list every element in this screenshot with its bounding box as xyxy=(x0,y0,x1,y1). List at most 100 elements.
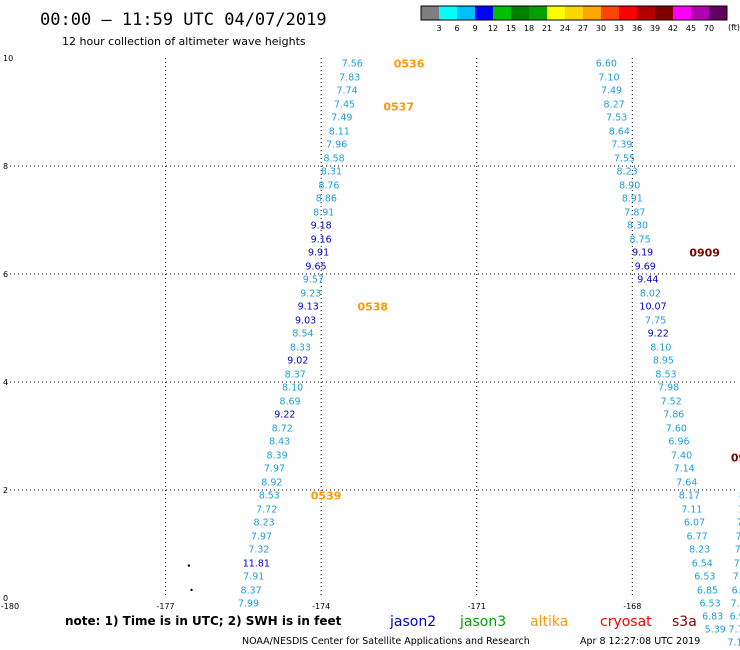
colorbar-label: 45 xyxy=(686,24,696,33)
colorbar-swatch xyxy=(583,6,601,20)
pass-time-label: 0909 xyxy=(689,246,720,259)
wave-height-value: 10.07 xyxy=(639,301,666,312)
wave-height-value: 8.90 xyxy=(619,180,640,191)
wave-height-value: 9.18 xyxy=(311,220,332,231)
wave-height-value: 6.83 xyxy=(702,611,723,622)
pass-time-label: 0539 xyxy=(311,489,342,502)
wave-height-value: 7.87 xyxy=(624,207,645,218)
wave-height-value: 8.75 xyxy=(629,234,650,245)
colorbar-swatch xyxy=(655,6,673,20)
footer-credit: NOAA/NESDIS Center for Satellite Applica… xyxy=(242,636,530,647)
wave-height-value: 7.45 xyxy=(334,99,355,110)
wave-height-value: 6.96 xyxy=(668,436,689,447)
colorbar-swatch xyxy=(619,6,637,20)
wave-height-value: 6.80 xyxy=(732,585,740,596)
wave-height-value: 7.91 xyxy=(243,571,264,582)
colorbar-label: 33 xyxy=(614,24,624,33)
wave-height-value: 9.91 xyxy=(308,247,329,258)
wave-height-value: 6.85 xyxy=(697,585,718,596)
colorbar-label: 27 xyxy=(578,24,588,33)
wave-height-value: 9.23 xyxy=(300,288,321,299)
wave-height-value: 9.57 xyxy=(303,274,324,285)
colorbar-label: 6 xyxy=(454,24,459,33)
colorbar-frame xyxy=(420,5,728,21)
chart-subtitle: 12 hour collection of altimeter wave hei… xyxy=(62,35,306,48)
colorbar-swatch xyxy=(565,6,583,20)
colorbar-swatch xyxy=(511,6,529,20)
wave-height-value: 6.53 xyxy=(699,598,720,609)
wave-height-value: 7.14 xyxy=(727,637,740,648)
wave-height-value: 11.81 xyxy=(243,558,270,569)
wave-height-value: 7.64 xyxy=(676,477,697,488)
colorbar-label: 3 xyxy=(436,24,441,33)
wave-height-value: 8.54 xyxy=(292,328,313,339)
wave-height-value: 7.55 xyxy=(614,153,635,164)
legend-cryosat: cryosat xyxy=(600,614,652,630)
pass-time-label: 0536 xyxy=(394,57,425,70)
wave-height-value: 8.72 xyxy=(272,423,293,434)
wave-height-value: 7.49 xyxy=(601,85,622,96)
wave-height-value: 9.65 xyxy=(305,261,326,272)
colorbar-unit: (ft) xyxy=(728,23,740,32)
y-tick-label: 8 xyxy=(3,162,8,171)
wave-height-value: 9.13 xyxy=(298,301,319,312)
wave-height-value: 8.92 xyxy=(261,477,282,488)
x-tick-label: -177 xyxy=(156,602,174,611)
wave-height-value: 8.39 xyxy=(266,450,287,461)
wave-height-value: 7.39 xyxy=(611,139,632,150)
wave-height-value: 8.86 xyxy=(316,193,337,204)
x-tick-label: -168 xyxy=(623,602,641,611)
colorbar-swatch xyxy=(457,6,475,20)
wave-height-value: 7.53 xyxy=(606,112,627,123)
colorbar-label: 18 xyxy=(524,24,534,33)
wave-height-value: 6.07 xyxy=(684,517,705,528)
wave-height-value: 8.69 xyxy=(279,396,300,407)
wave-height-value: 7.89 xyxy=(735,544,740,555)
pass-time-label: 0908 xyxy=(731,452,740,465)
wave-height-value: 9.03 xyxy=(295,315,316,326)
wave-height-value: 6.53 xyxy=(694,571,715,582)
colorbar-label: 36 xyxy=(632,24,642,33)
wave-height-value: 7.75 xyxy=(645,315,666,326)
note-text: note: 1) Time is in UTC; 2) SWH is in fe… xyxy=(65,614,342,628)
wave-height-value: 7.56 xyxy=(342,58,363,69)
data-dot xyxy=(190,588,193,592)
colorbar-label: 70 xyxy=(704,24,714,33)
y-tick-label: 4 xyxy=(3,378,8,387)
colorbar-swatch xyxy=(493,6,511,20)
wave-height-value: 7.40 xyxy=(671,450,692,461)
colorbar-swatch xyxy=(421,6,439,20)
y-tick-label: 10 xyxy=(3,54,13,63)
wave-height-value: 8.43 xyxy=(269,436,290,447)
wave-height-value: 8.27 xyxy=(604,99,625,110)
wave-height-value: 9.19 xyxy=(632,247,653,258)
chart-title: 00:00 – 11:59 UTC 04/07/2019 xyxy=(40,10,327,30)
pass-time-label: 0538 xyxy=(357,300,388,313)
wave-height-value: 7.72 xyxy=(736,531,740,542)
colorbar-label: 12 xyxy=(488,24,498,33)
wave-height-value: 8.31 xyxy=(321,166,342,177)
colorbar-label: 9 xyxy=(472,24,477,33)
wave-height-value: 7.97 xyxy=(264,463,285,474)
wave-height-value: 6.98 xyxy=(730,611,740,622)
wave-height-value: 8.95 xyxy=(653,355,674,366)
wave-height-value: 7.32 xyxy=(248,544,269,555)
colorbar: 3 6 9 12 15 18 21 24 27 30 33 36 39 42 45 70 xyxy=(420,5,728,33)
wave-height-value: 7.02 xyxy=(734,558,740,569)
x-tick-label: -171 xyxy=(468,602,486,611)
wave-height-value: 8.37 xyxy=(241,585,262,596)
colorbar-swatch xyxy=(673,6,691,20)
wave-height-value: 8.30 xyxy=(627,220,648,231)
colorbar-swatch xyxy=(601,6,619,20)
colorbar-label: 15 xyxy=(506,24,516,33)
wave-height-value: 8.23 xyxy=(617,166,638,177)
colorbar-swatch xyxy=(637,6,655,20)
wave-height-value: 8.53 xyxy=(259,490,280,501)
colorbar-label: 30 xyxy=(596,24,606,33)
wave-height-value: 7.14 xyxy=(674,463,695,474)
wave-height-value: 7.10 xyxy=(598,72,619,83)
colorbar-swatch xyxy=(691,6,709,20)
wave-height-value: 7.83 xyxy=(339,72,360,83)
colorbar-swatch xyxy=(547,6,565,20)
